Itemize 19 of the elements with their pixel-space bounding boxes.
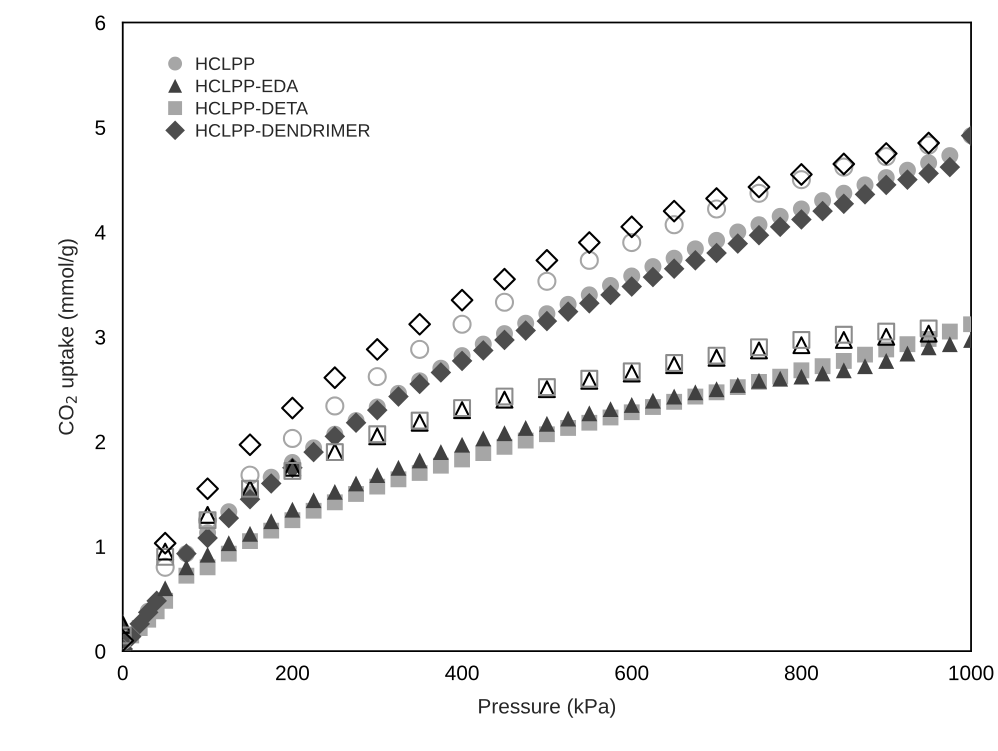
legend-label: HCLPP-DENDRIMER [196,124,370,137]
y-tick-label: 3 [95,330,106,345]
y-tick-label: 1 [96,540,106,554]
x-tick-label: 800 [784,666,818,680]
legend-label: HCLPP [196,57,254,70]
x-tick-label: 0 [118,666,128,680]
y-tick-label: 6 [96,16,106,30]
x-axis-title: Pressure (kPa) [479,698,616,718]
y-tick-label: 2 [96,434,106,450]
x-tick-label: 600 [615,666,648,680]
x-tick-label: 400 [445,666,479,680]
y-axis-title: CO$_{2}$ uptake (mmol/g) [58,239,78,435]
x-tick-label: 200 [276,666,309,680]
x-tick-label: 1000 [949,666,994,680]
legend-label: HCLPP-DETA [196,102,308,115]
legend-label: HCLPP-EDA [196,80,298,92]
y-tick-label: 0 [95,644,106,659]
y-tick-label: 5 [95,120,106,136]
y-tick-label: 4 [94,225,106,240]
